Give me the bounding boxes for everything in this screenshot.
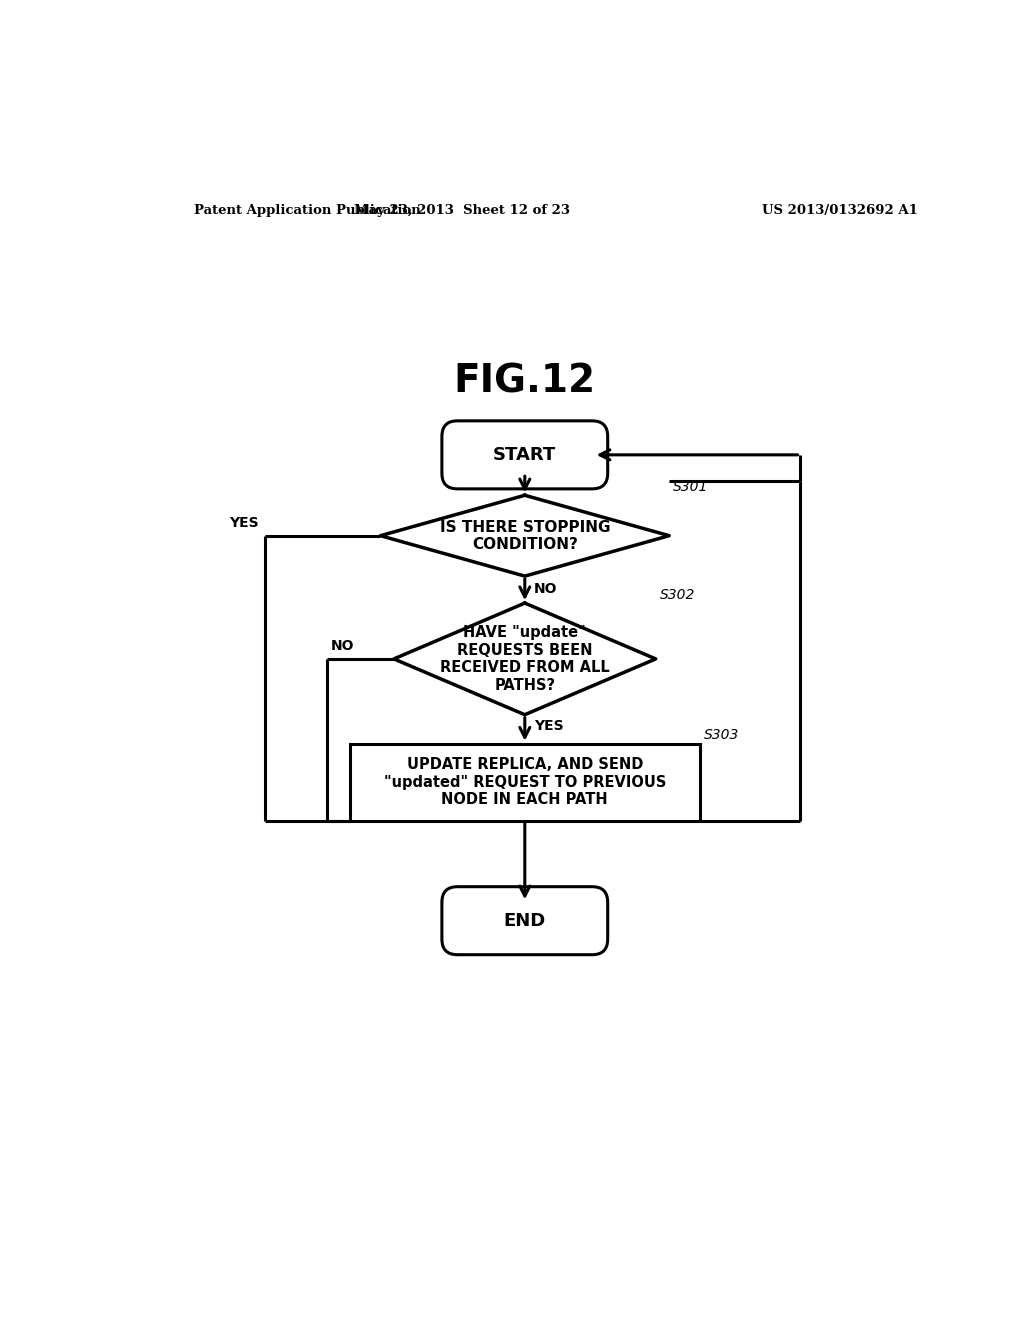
FancyBboxPatch shape <box>442 887 607 954</box>
FancyBboxPatch shape <box>442 421 607 488</box>
Polygon shape <box>381 495 669 576</box>
Text: S303: S303 <box>703 729 739 742</box>
Text: YES: YES <box>229 516 259 529</box>
Text: YES: YES <box>535 718 563 733</box>
Text: IS THERE STOPPING
CONDITION?: IS THERE STOPPING CONDITION? <box>439 520 610 552</box>
Text: Patent Application Publication: Patent Application Publication <box>194 205 421 218</box>
Text: May 23, 2013  Sheet 12 of 23: May 23, 2013 Sheet 12 of 23 <box>353 205 569 218</box>
Text: HAVE "update"
REQUESTS BEEN
RECEIVED FROM ALL
PATHS?: HAVE "update" REQUESTS BEEN RECEIVED FRO… <box>440 626 609 693</box>
Text: S302: S302 <box>659 587 695 602</box>
Text: FIG.12: FIG.12 <box>454 363 596 401</box>
Text: US 2013/0132692 A1: US 2013/0132692 A1 <box>762 205 918 218</box>
Polygon shape <box>394 603 655 714</box>
Text: START: START <box>494 446 556 463</box>
Text: END: END <box>504 912 546 929</box>
Text: NO: NO <box>535 582 557 597</box>
Text: S301: S301 <box>673 479 709 494</box>
Text: NO: NO <box>331 639 354 653</box>
Bar <box>349 743 700 821</box>
Text: UPDATE REPLICA, AND SEND
"updated" REQUEST TO PREVIOUS
NODE IN EACH PATH: UPDATE REPLICA, AND SEND "updated" REQUE… <box>384 758 666 807</box>
